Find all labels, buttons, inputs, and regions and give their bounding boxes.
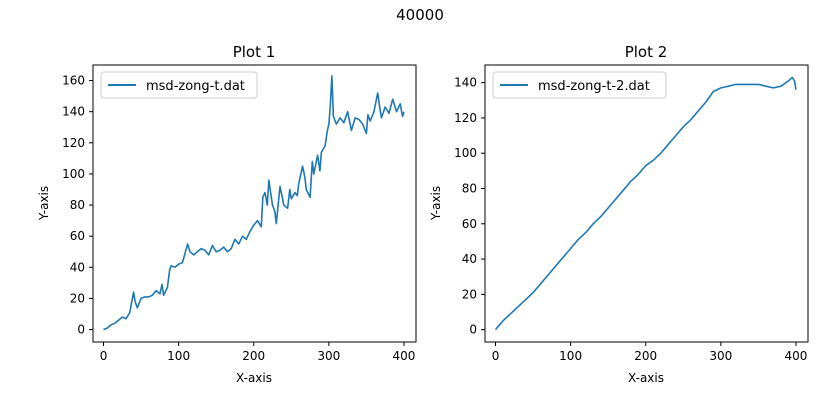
plot-2-xtick-label: 200: [634, 349, 657, 363]
plot-2-axes-frame: [484, 64, 809, 343]
plot-2-ytick-label: 40: [462, 252, 477, 266]
plot-1-title: Plot 1: [233, 43, 276, 61]
plot-1-series-line-0: [103, 75, 405, 331]
plot-2: Plot 2 0 100 200 300 400 0 20 40 60 80 100 120 140 X…: [429, 43, 809, 385]
plot-2-ytick-label: 20: [462, 287, 477, 301]
plot-2-ytick-label: 0: [469, 323, 477, 337]
plot-1-ytick-label: 0: [77, 323, 85, 337]
plot-1-ytick-label: 100: [62, 167, 85, 181]
plot-2-marks: 0 100 200 300 400 0 20 40 60 80 100 120 140: [454, 76, 807, 363]
plot-1-ytick-label: 140: [62, 105, 85, 119]
plot-1-ytick-label: 160: [62, 74, 85, 88]
plot-1-xtick-label: 200: [242, 349, 265, 363]
plot-2-ytick-label: 140: [454, 76, 477, 90]
plot-2-ytick-label: 100: [454, 146, 477, 160]
plot-1-ytick-label: 120: [62, 136, 85, 150]
plot-1-ytick-label: 20: [70, 291, 85, 305]
plot-1-marks: 0 100 200 300 400 0 20 40 60 80 100 120 140 160: [62, 74, 415, 363]
plot-2-ytick-label: 120: [454, 111, 477, 125]
plot-1-legend-label: msd-zong-t.dat: [146, 79, 245, 94]
plot-2-legend-box: [492, 71, 667, 99]
plot-2-xtick-label: 400: [785, 349, 808, 363]
plot-1-ytick-label: 80: [70, 198, 85, 212]
plot-2-ytick-label: 60: [462, 217, 477, 231]
plot-1-axes-frame: [92, 64, 417, 343]
plot-2-legend: msd-zong-t-2.dat: [492, 71, 667, 99]
figure-suptitle: 40000: [396, 6, 444, 24]
plot-1-legend-box: [100, 71, 258, 99]
plot-1-xlabel: X-axis: [236, 371, 272, 385]
plot-1: Plot 1 0 100 200 300 400 0 20 40 60 80 100 120 140 16…: [37, 43, 417, 385]
plot-1-ytick-label: 60: [70, 229, 85, 243]
plot-1-legend: msd-zong-t.dat: [100, 71, 258, 99]
plot-1-ylabel: Y-axis: [37, 186, 51, 221]
plot-1-xtick-label: 300: [317, 349, 340, 363]
plot-1-xtick-label: 100: [167, 349, 190, 363]
plot-2-ytick-label: 80: [462, 182, 477, 196]
plot-2-ylabel: Y-axis: [429, 186, 443, 221]
plot-2-title: Plot 2: [625, 43, 668, 61]
plot-2-xtick-label: 100: [559, 349, 582, 363]
plot-1-ytick-label: 40: [70, 260, 85, 274]
plot-2-series-line-0: [494, 76, 797, 331]
plot-2-xlabel: X-axis: [628, 371, 664, 385]
plot-2-xtick-label: 300: [709, 349, 732, 363]
plot-1-xtick-label: 400: [393, 349, 416, 363]
plot-2-legend-label: msd-zong-t-2.dat: [538, 79, 650, 94]
plot-2-xtick-label: 0: [492, 349, 500, 363]
plot-1-xtick-label: 0: [100, 349, 108, 363]
